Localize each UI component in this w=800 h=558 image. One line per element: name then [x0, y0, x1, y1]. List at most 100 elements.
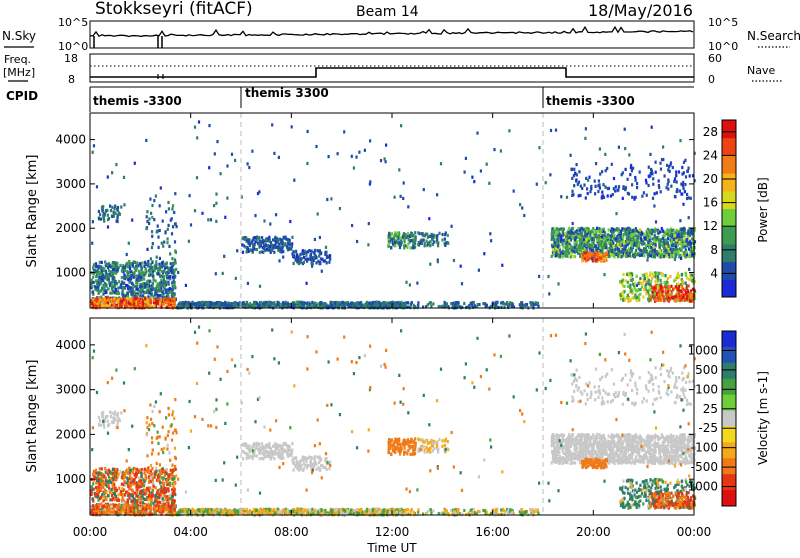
power-cell: [578, 170, 580, 173]
power-cell: [278, 259, 280, 262]
power-cell: [413, 304, 415, 307]
power-cell: [685, 251, 687, 254]
power-cell: [464, 171, 466, 174]
power-cell: [658, 255, 660, 258]
power-cell: [107, 214, 109, 217]
power-cell: [143, 277, 145, 280]
power-cell: [624, 128, 626, 131]
power-cell: [170, 267, 172, 270]
power-cell: [646, 230, 648, 233]
power-cell: [639, 277, 641, 280]
power-cell: [139, 283, 141, 286]
power-cell: [177, 271, 179, 274]
power-cell: [399, 246, 401, 249]
power-cell: [645, 181, 647, 184]
power-cell: [677, 272, 679, 275]
y-tick-label: 4000: [55, 133, 86, 147]
power-cell: [450, 302, 452, 305]
power-cell: [429, 240, 431, 243]
power-cell: [152, 295, 154, 298]
power-cell: [679, 190, 681, 193]
power-cell: [165, 290, 167, 293]
power-cell: [585, 127, 587, 130]
power-cell: [263, 219, 265, 222]
power-cell: [653, 239, 655, 242]
power-cell: [174, 192, 176, 195]
power-cell: [646, 276, 648, 279]
power-cell: [604, 257, 606, 260]
power-cell: [680, 183, 682, 186]
power-cell: [633, 244, 635, 247]
power-cell: [563, 239, 565, 242]
power-cell: [576, 163, 578, 166]
power-cell: [326, 261, 328, 264]
power-cell: [663, 281, 665, 284]
power-cell: [291, 236, 293, 239]
power-cell: [660, 287, 662, 290]
power-cell: [135, 278, 137, 281]
power-cell: [173, 211, 175, 214]
power-cell: [175, 222, 177, 225]
power-cell: [667, 187, 669, 190]
power-cell: [627, 192, 629, 195]
power-cell: [136, 261, 138, 264]
power-cell: [627, 237, 629, 240]
power-cell: [641, 238, 643, 241]
power-cell: [272, 238, 274, 241]
power-cell: [256, 248, 258, 251]
power-cell: [151, 204, 153, 207]
power-cell: [672, 248, 674, 251]
power-cell: [407, 236, 409, 239]
power-cell: [670, 161, 672, 164]
power-cell: [299, 254, 301, 257]
power-cell: [444, 238, 446, 241]
power-cell: [99, 304, 101, 307]
power-cell: [641, 243, 643, 246]
power-cell: [136, 281, 138, 284]
velocity-cells: [90, 318, 696, 517]
power-cell: [283, 236, 285, 239]
power-cell: [437, 260, 439, 263]
power-cell: [296, 305, 298, 308]
power-cell: [97, 272, 99, 275]
power-cell: [625, 251, 627, 254]
power-cell: [417, 301, 419, 304]
power-cell: [668, 165, 670, 168]
power-cell: [126, 253, 128, 256]
power-cell: [372, 302, 374, 305]
power-cell: [628, 297, 630, 300]
power-cell: [571, 177, 573, 180]
power-cell: [194, 303, 196, 306]
power-cell: [675, 285, 677, 288]
power-cell: [564, 232, 566, 235]
power-cell: [652, 252, 654, 255]
power-cell: [130, 274, 132, 277]
power-cell: [655, 171, 657, 174]
power-cell: [673, 296, 675, 299]
power-cell: [607, 187, 609, 190]
power-cell: [101, 287, 103, 290]
power-cell: [423, 239, 425, 242]
y-tick-label: 1000: [55, 266, 86, 280]
power-cell: [645, 247, 647, 250]
power-cell: [108, 287, 110, 290]
power-cell: [691, 297, 693, 300]
power-cell: [627, 285, 629, 288]
power-cell: [592, 242, 594, 245]
power-cell: [626, 273, 628, 276]
power-cell: [666, 230, 668, 233]
power-cell: [612, 242, 614, 245]
power-cell: [654, 243, 656, 246]
noise-panel: N.Sky 10^5 10^0 N.Search 10^5 10^0: [2, 16, 800, 53]
power-cell: [251, 150, 253, 153]
power-cell: [422, 234, 424, 237]
power-cell: [570, 255, 572, 258]
power-cell: [482, 302, 484, 305]
power-cell: [621, 173, 623, 176]
power-cell: [150, 257, 152, 260]
power-cell: [111, 291, 113, 294]
power-cell: [317, 304, 319, 307]
power-cell: [552, 245, 554, 248]
power-cell: [460, 265, 462, 268]
